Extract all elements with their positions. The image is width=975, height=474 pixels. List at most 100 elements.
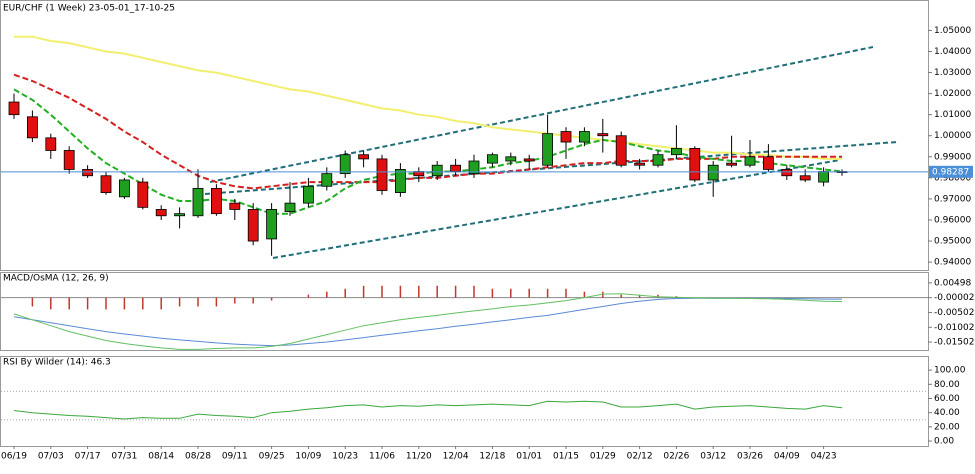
osma-bar [510, 288, 512, 298]
x-tick-label: 01/15 [553, 452, 579, 462]
x-tick-label: 07/31 [111, 452, 137, 462]
candle-body [450, 164, 462, 172]
x-tick-label: 12/18 [479, 452, 505, 462]
candle-body [763, 156, 774, 170]
osma-bar [565, 288, 567, 298]
osma-bar [86, 297, 89, 310]
osma-bar [399, 285, 402, 298]
y-tick-label: 20.00 [934, 422, 960, 432]
last-price-label: 0.98287 [932, 167, 969, 177]
osma-bar [583, 291, 586, 298]
candle-body [358, 154, 370, 160]
osma-bar [418, 285, 420, 298]
osma-bar [252, 297, 254, 304]
macd-line [13, 293, 843, 350]
candle-body [394, 169, 406, 194]
y-tick-label: 1.00000 [934, 131, 971, 141]
candle-body [229, 202, 241, 210]
y-tick-label: 0.98000 [934, 173, 971, 183]
x-tick-label: 08/14 [148, 452, 174, 462]
candle-body [707, 164, 719, 181]
candle-body [302, 185, 314, 204]
x-tick-label: 02/12 [627, 452, 653, 462]
rsi-title: RSI By Wilder (14): 46.3 [3, 358, 111, 368]
trend-channel-middle [204, 141, 898, 195]
osma-bar [381, 285, 383, 298]
trend-channel-upper [209, 46, 874, 183]
x-tick-label: 04/23 [811, 452, 837, 462]
candle-body [781, 169, 793, 177]
osma-bar [31, 297, 34, 307]
candle-body [579, 131, 590, 143]
y-tick-label: 1.04000 [934, 47, 971, 57]
candle-body [321, 173, 333, 187]
osma-bar [436, 285, 438, 298]
candle-body [137, 181, 149, 208]
osma-bar [602, 291, 604, 298]
candle-body [523, 158, 535, 162]
osma-bar [178, 297, 181, 307]
candle-body [155, 209, 167, 217]
y-tick-label: 1.05000 [934, 26, 971, 36]
x-tick-label: 07/03 [38, 452, 64, 462]
x-tick-label: 04/09 [774, 452, 800, 462]
x-tick-label: 02/26 [663, 452, 689, 462]
osma-bar [234, 297, 236, 304]
candle-body [284, 202, 296, 212]
x-tick-label: 11/06 [369, 452, 395, 462]
y-tick-label: 0.95000 [934, 237, 971, 247]
candle-body [689, 147, 701, 181]
candle-body [560, 131, 572, 143]
x-tick-label: 09/25 [259, 452, 285, 462]
x-tick-label: 01/01 [516, 452, 542, 462]
osma-bar [50, 297, 52, 310]
moving-average [13, 88, 843, 215]
osma-bar [142, 297, 144, 310]
candle-body [652, 154, 664, 166]
rsi-line [13, 400, 843, 420]
y-tick-label: -0.01502 [934, 338, 974, 348]
macd-title: MACD/OsMA (12, 26, 9) [3, 274, 109, 284]
candle-body [376, 158, 388, 191]
candle-body [505, 156, 517, 162]
osma-bar [160, 297, 162, 310]
candle-body [119, 179, 130, 198]
chart-title: EUR/CHF (1 Week) 23-05-01_17-10-25 [3, 4, 175, 14]
osma-bar [362, 285, 365, 298]
y-tick-label: 0.99000 [934, 152, 971, 162]
osma-bar [546, 288, 549, 298]
candle-body [247, 209, 259, 242]
y-tick-label: -0.00002 [934, 293, 974, 303]
candle-body [744, 156, 756, 166]
rsi-panel [0, 356, 929, 447]
y-tick-label: 0.00498 [934, 278, 971, 288]
osma-bar [270, 297, 273, 301]
osma-bar [215, 297, 218, 307]
candle-body [597, 133, 609, 137]
x-tick-label: 03/26 [737, 452, 763, 462]
macd-panel [0, 272, 929, 351]
candle-body [45, 137, 57, 151]
candle-body [63, 150, 75, 170]
y-tick-label: 1.02000 [934, 89, 971, 99]
y-tick-label: 0.96000 [934, 215, 971, 225]
osma-bar [123, 297, 126, 310]
osma-bar [68, 297, 70, 310]
candle-body [8, 101, 20, 116]
y-tick-label: 1.01000 [934, 110, 971, 120]
osma-bar [326, 291, 328, 298]
y-tick-label: 100.00 [934, 366, 966, 376]
osma-bar [105, 297, 107, 310]
y-tick-label: 0.94000 [934, 258, 971, 268]
candle-body [726, 162, 737, 166]
candle-body [210, 187, 222, 215]
osma-bar [197, 297, 199, 307]
candle-body [100, 175, 112, 194]
osma-bar [638, 294, 641, 298]
candle-body [671, 147, 682, 156]
candle-body [486, 154, 498, 164]
candle-body [799, 175, 811, 181]
y-tick-label: -0.01002 [934, 323, 974, 333]
osma-bar [473, 285, 475, 298]
